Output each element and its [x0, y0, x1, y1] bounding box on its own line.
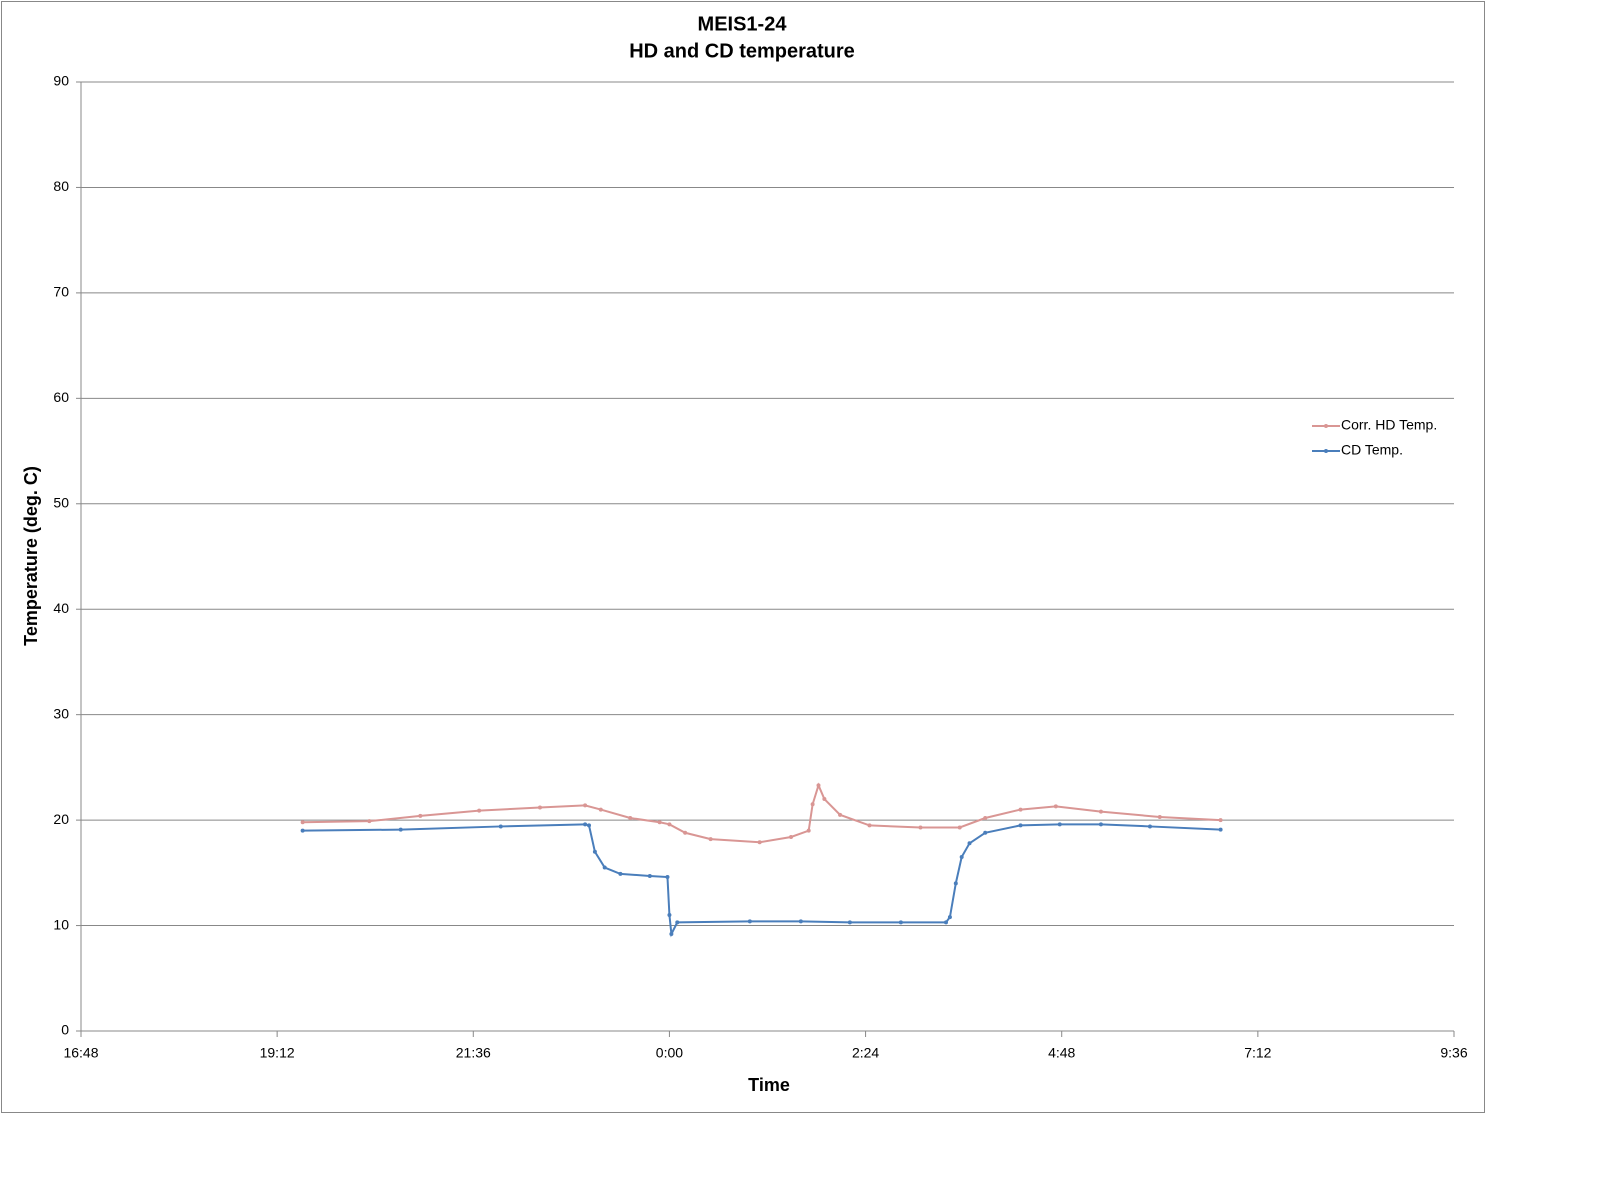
chart-subtitle: HD and CD temperature: [629, 40, 855, 62]
y-tick-label: 20: [53, 811, 69, 827]
data-point: [628, 816, 633, 821]
data-point: [1098, 809, 1103, 814]
data-point: [498, 824, 503, 829]
data-point: [747, 919, 752, 924]
data-point: [798, 919, 803, 924]
data-point: [667, 913, 672, 918]
chart-title: MEIS1-24: [698, 13, 788, 35]
y-tick-label: 90: [53, 73, 69, 89]
data-point: [816, 783, 821, 788]
data-point: [398, 827, 403, 832]
data-point: [943, 920, 948, 925]
x-axis-title: Time: [748, 1075, 790, 1095]
data-point: [477, 808, 482, 813]
data-point: [983, 816, 988, 821]
data-point: [959, 855, 964, 860]
legend-label: Corr. HD Temp.: [1341, 417, 1437, 433]
data-point: [583, 803, 588, 808]
x-tick-label: 4:48: [1048, 1045, 1075, 1061]
data-point: [838, 812, 843, 817]
data-point: [647, 873, 652, 878]
data-point: [667, 822, 672, 827]
x-tick-label: 0:00: [656, 1045, 683, 1061]
x-tick-label: 2:24: [852, 1045, 879, 1061]
legend-marker: [1324, 424, 1328, 428]
data-point: [847, 920, 852, 925]
data-point: [675, 920, 680, 925]
data-point: [618, 871, 623, 876]
x-tick-label: 21:36: [456, 1045, 491, 1061]
data-point: [587, 823, 592, 828]
data-point: [1057, 822, 1062, 827]
y-tick-label: 60: [53, 389, 69, 405]
data-point: [583, 822, 588, 827]
data-point: [957, 825, 962, 830]
data-point: [806, 828, 811, 833]
data-point: [602, 865, 607, 870]
data-point: [665, 875, 670, 880]
legend-label: CD Temp.: [1341, 442, 1403, 458]
y-tick-label: 30: [53, 705, 69, 721]
data-point: [1018, 823, 1023, 828]
data-point: [300, 820, 305, 825]
x-tick-label: 7:12: [1244, 1045, 1271, 1061]
y-tick-label: 80: [53, 178, 69, 194]
data-point: [592, 849, 597, 854]
x-tick-label: 9:36: [1440, 1045, 1467, 1061]
data-point: [657, 820, 662, 825]
x-tick-label: 19:12: [260, 1045, 295, 1061]
data-point: [867, 823, 872, 828]
data-point: [418, 813, 423, 818]
legend-marker: [1324, 449, 1328, 453]
series-line: [302, 782, 1221, 844]
y-tick-label: 0: [61, 1022, 69, 1038]
data-point: [810, 802, 815, 807]
data-point: [953, 881, 958, 886]
data-point: [1018, 807, 1023, 812]
data-point: [1053, 804, 1058, 809]
data-point: [598, 807, 603, 812]
series-line: [302, 823, 1221, 938]
data-point: [300, 828, 305, 833]
data-point: [1147, 824, 1152, 829]
y-tick-label: 50: [53, 494, 69, 510]
data-point: [1098, 822, 1103, 827]
y-tick-label: 70: [53, 284, 69, 300]
data-point: [669, 931, 674, 936]
data-point: [1157, 814, 1162, 819]
data-point: [708, 837, 713, 842]
y-tick-label: 10: [53, 916, 69, 932]
y-axis-title: Temperature (deg. C): [21, 466, 41, 646]
data-point: [898, 920, 903, 925]
data-point: [683, 830, 688, 835]
data-point: [1218, 827, 1223, 832]
data-point: [918, 825, 923, 830]
x-tick-label: 16:48: [63, 1045, 98, 1061]
chart-frame: [1, 1, 1485, 1113]
data-point: [537, 805, 542, 810]
data-point: [367, 819, 372, 824]
data-point: [1218, 818, 1223, 823]
data-point: [789, 834, 794, 839]
data-point: [757, 840, 762, 845]
data-point: [822, 797, 827, 802]
y-tick-label: 40: [53, 600, 69, 616]
data-point: [947, 915, 952, 920]
data-point: [967, 841, 972, 846]
data-point: [983, 830, 988, 835]
